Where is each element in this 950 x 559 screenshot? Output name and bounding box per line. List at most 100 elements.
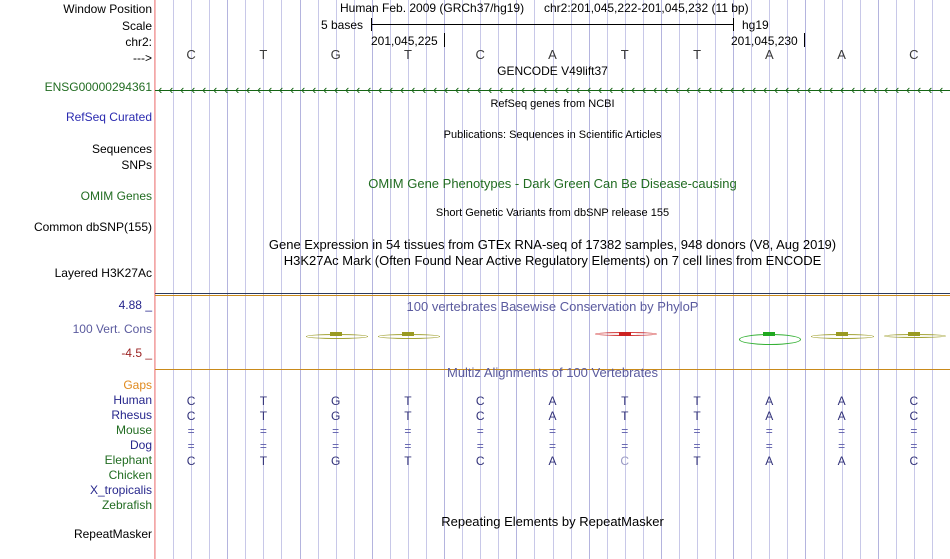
species-label-dog[interactable]: Dog xyxy=(129,438,152,452)
reference-base: A xyxy=(837,47,846,62)
gencode-gene-line[interactable] xyxy=(155,90,950,91)
alignment-base: C xyxy=(475,454,485,468)
strand-arrow-icon: ‹ xyxy=(279,82,284,97)
side-label-common-dbsnp[interactable]: Common dbSNP(155) xyxy=(33,220,152,234)
strand-arrow-icon: ‹ xyxy=(774,82,779,97)
alignment-base: C xyxy=(909,409,919,423)
alignment-base: A xyxy=(765,394,774,408)
strand-arrow-icon: ‹ xyxy=(257,82,262,97)
strand-arrow-icon: ‹ xyxy=(631,82,636,97)
alignment-base: C xyxy=(186,454,196,468)
ruler-tick-left xyxy=(444,33,445,47)
strand-arrow-icon: ‹ xyxy=(642,82,647,97)
side-label-repeatmasker[interactable]: RepeatMasker xyxy=(73,527,152,541)
strand-arrow-icon: ‹ xyxy=(367,82,372,97)
base-gridlines xyxy=(155,0,950,559)
track-title-publications[interactable]: Publications: Sequences in Scientific Ar… xyxy=(443,129,662,141)
track-title-repeatmasker[interactable]: Repeating Elements by RepeatMasker xyxy=(441,514,664,529)
species-label-mouse[interactable]: Mouse xyxy=(115,423,152,437)
gridline xyxy=(715,0,717,559)
conservation-frame-top xyxy=(155,295,950,296)
side-label-100-vert-cons[interactable]: 100 Vert. Cons xyxy=(72,322,152,336)
side-label-sequences[interactable]: Sequences xyxy=(91,142,152,156)
strand-arrow-icon: ‹ xyxy=(620,82,625,97)
strand-arrow-icon: ‹ xyxy=(411,82,416,97)
alignment-gap-mark: = xyxy=(693,439,701,453)
strand-arrow-icon: ‹ xyxy=(488,82,493,97)
strand-arrow-icon: ‹ xyxy=(378,82,383,97)
track-title-dbsnp[interactable]: Short Genetic Variants from dbSNP releas… xyxy=(435,207,670,219)
strand-arrow-icon: ‹ xyxy=(554,82,559,97)
conservation-axis-top xyxy=(155,293,950,294)
side-label-refseq-curated[interactable]: RefSeq Curated xyxy=(65,110,152,124)
track-title-omim[interactable]: OMIM Gene Phenotypes - Dark Green Can Be… xyxy=(368,176,737,191)
gridline xyxy=(245,0,247,559)
strand-arrow-icon: ‹ xyxy=(763,82,768,97)
strand-arrow-icon: ‹ xyxy=(389,82,394,97)
strand-arrow-icon: ‹ xyxy=(752,82,757,97)
side-label-strand: ---> xyxy=(133,51,152,65)
alignment-gap-mark: = xyxy=(621,424,629,438)
scale-bar-right-tick xyxy=(733,18,734,31)
strand-arrow-icon: ‹ xyxy=(246,82,251,97)
gridline xyxy=(209,0,211,559)
side-label-layered-h3k27ac[interactable]: Layered H3K27Ac xyxy=(54,266,152,280)
reference-base: T xyxy=(620,47,629,62)
species-label-chicken[interactable]: Chicken xyxy=(108,468,152,482)
alignment-base: A xyxy=(765,454,774,468)
conservation-bar-core xyxy=(329,331,342,336)
strand-arrow-icon: ‹ xyxy=(873,82,878,97)
strand-arrow-icon: ‹ xyxy=(312,82,317,97)
side-label-gencode-gene[interactable]: ENSG00000294361 xyxy=(44,80,152,94)
gridline xyxy=(371,0,373,559)
strand-arrow-icon: ‹ xyxy=(191,82,196,97)
gridline xyxy=(823,0,825,559)
species-label-x_tropicalis[interactable]: X_tropicalis xyxy=(89,483,152,497)
gridline xyxy=(624,0,626,559)
strand-arrow-icon: ‹ xyxy=(301,82,306,97)
ruler-tick-right xyxy=(804,33,805,47)
gridline xyxy=(913,0,915,559)
gridline xyxy=(877,0,879,559)
gridline xyxy=(426,0,428,559)
gridline xyxy=(335,0,337,559)
track-title-refseq[interactable]: RefSeq genes from NCBI xyxy=(490,98,615,110)
side-label-omim-genes[interactable]: OMIM Genes xyxy=(80,189,152,203)
alignment-gap-mark: = xyxy=(476,424,484,438)
track-title-multiz[interactable]: Multiz Alignments of 100 Vertebrates xyxy=(446,365,658,380)
track-title-gtex[interactable]: Gene Expression in 54 tissues from GTEx … xyxy=(268,237,837,252)
strand-arrow-icon: ‹ xyxy=(268,82,273,97)
track-title-h3k27ac[interactable]: H3K27Ac Mark (Often Found Near Active Re… xyxy=(283,253,822,268)
strand-arrow-icon: ‹ xyxy=(334,82,339,97)
alignment-base: A xyxy=(548,454,557,468)
gridline xyxy=(606,0,608,559)
alignment-base: A xyxy=(548,409,557,423)
strand-arrow-icon: ‹ xyxy=(345,82,350,97)
gridline xyxy=(570,0,572,559)
alignment-gap-mark: = xyxy=(476,439,484,453)
gridline xyxy=(931,0,933,559)
species-label-human[interactable]: Human xyxy=(113,393,152,407)
assembly-title: Human Feb. 2009 (GRCh37/hg19) xyxy=(340,1,525,15)
alignment-base: T xyxy=(404,454,412,468)
alignment-base: T xyxy=(259,394,268,408)
species-label-zebrafish[interactable]: Zebrafish xyxy=(101,498,152,512)
species-label-rhesus[interactable]: Rhesus xyxy=(111,408,152,422)
alignment-gap-mark: = xyxy=(187,424,195,438)
alignment-gap-mark: = xyxy=(259,439,267,453)
side-label-scale: Scale xyxy=(121,19,152,33)
species-label-elephant[interactable]: Elephant xyxy=(104,453,152,467)
strand-arrow-icon: ‹ xyxy=(213,82,218,97)
position-readout: chr2:201,045,222-201,045,232 (11 bp) xyxy=(544,1,749,15)
track-title-phylop[interactable]: 100 vertebrates Basewise Conservation by… xyxy=(406,299,699,314)
gridline xyxy=(281,0,283,559)
alignment-base: T xyxy=(404,394,412,408)
strand-arrow-icon: ‹ xyxy=(532,82,537,97)
side-label-snps[interactable]: SNPs xyxy=(121,158,152,172)
track-title-gencode[interactable]: GENCODE V49lift37 xyxy=(497,64,608,78)
alignment-gap-mark: = xyxy=(404,439,412,453)
alignment-row-x_tropicalis xyxy=(155,484,950,499)
reference-base: A xyxy=(764,47,774,62)
assembly-short-label: hg19 xyxy=(742,18,769,32)
alignment-row-chicken xyxy=(155,469,950,484)
